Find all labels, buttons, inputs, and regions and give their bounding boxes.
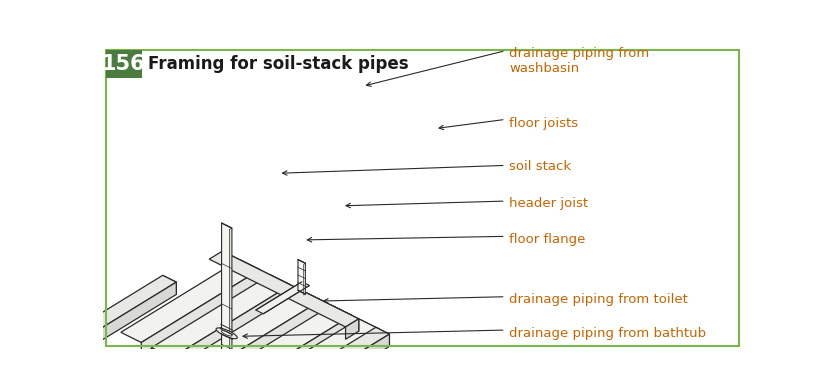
Polygon shape: [38, 389, 51, 392]
Polygon shape: [257, 327, 390, 392]
Text: 156: 156: [102, 54, 146, 74]
Polygon shape: [61, 351, 143, 392]
Polygon shape: [358, 319, 379, 341]
Polygon shape: [213, 305, 352, 388]
Polygon shape: [59, 391, 165, 392]
Polygon shape: [162, 275, 176, 294]
Polygon shape: [203, 300, 321, 385]
Polygon shape: [46, 348, 221, 392]
Polygon shape: [182, 290, 321, 373]
Polygon shape: [271, 334, 390, 392]
Polygon shape: [222, 223, 232, 390]
Polygon shape: [376, 327, 390, 347]
Text: header joist: header joist: [509, 197, 588, 211]
Polygon shape: [18, 365, 46, 381]
Polygon shape: [0, 380, 84, 392]
Polygon shape: [121, 260, 260, 343]
Polygon shape: [0, 380, 84, 392]
Polygon shape: [82, 318, 88, 375]
Polygon shape: [304, 263, 306, 295]
Text: floor joists: floor joists: [509, 117, 578, 130]
Polygon shape: [345, 319, 358, 339]
Polygon shape: [260, 329, 379, 392]
Polygon shape: [233, 316, 352, 392]
Polygon shape: [144, 391, 165, 392]
Polygon shape: [104, 352, 105, 384]
Polygon shape: [110, 374, 131, 392]
Polygon shape: [26, 369, 46, 392]
Polygon shape: [331, 305, 352, 328]
Polygon shape: [141, 270, 260, 355]
Polygon shape: [301, 290, 321, 312]
Polygon shape: [229, 228, 232, 391]
Polygon shape: [152, 275, 291, 358]
Polygon shape: [298, 260, 306, 294]
Polygon shape: [209, 251, 358, 327]
Polygon shape: [171, 354, 231, 391]
Polygon shape: [240, 319, 379, 392]
Polygon shape: [99, 350, 105, 383]
Polygon shape: [51, 282, 176, 371]
Polygon shape: [173, 382, 180, 392]
Text: floor flange: floor flange: [509, 232, 586, 246]
Text: drainage piping from toilet: drainage piping from toilet: [509, 293, 688, 307]
Polygon shape: [222, 251, 358, 331]
Text: Framing for soil-stack pipes: Framing for soil-stack pipes: [148, 55, 409, 73]
Polygon shape: [216, 328, 237, 339]
Polygon shape: [18, 389, 51, 392]
Polygon shape: [270, 275, 291, 297]
Polygon shape: [77, 357, 96, 379]
Polygon shape: [172, 285, 291, 370]
Polygon shape: [38, 357, 51, 371]
Polygon shape: [38, 365, 46, 392]
Polygon shape: [87, 321, 88, 376]
Polygon shape: [59, 348, 221, 392]
Polygon shape: [222, 330, 232, 336]
Text: drainage piping from bathtub: drainage piping from bathtub: [509, 327, 706, 340]
Polygon shape: [0, 357, 96, 392]
Text: drainage piping from
washbasin: drainage piping from washbasin: [509, 47, 649, 75]
Bar: [106, 50, 142, 78]
Polygon shape: [25, 374, 131, 392]
Polygon shape: [255, 282, 310, 314]
Polygon shape: [240, 260, 260, 282]
Polygon shape: [18, 357, 51, 376]
Polygon shape: [45, 384, 131, 392]
Polygon shape: [31, 363, 51, 383]
Polygon shape: [11, 367, 96, 392]
Text: soil stack: soil stack: [509, 160, 571, 173]
Polygon shape: [179, 386, 180, 392]
Polygon shape: [38, 275, 176, 359]
